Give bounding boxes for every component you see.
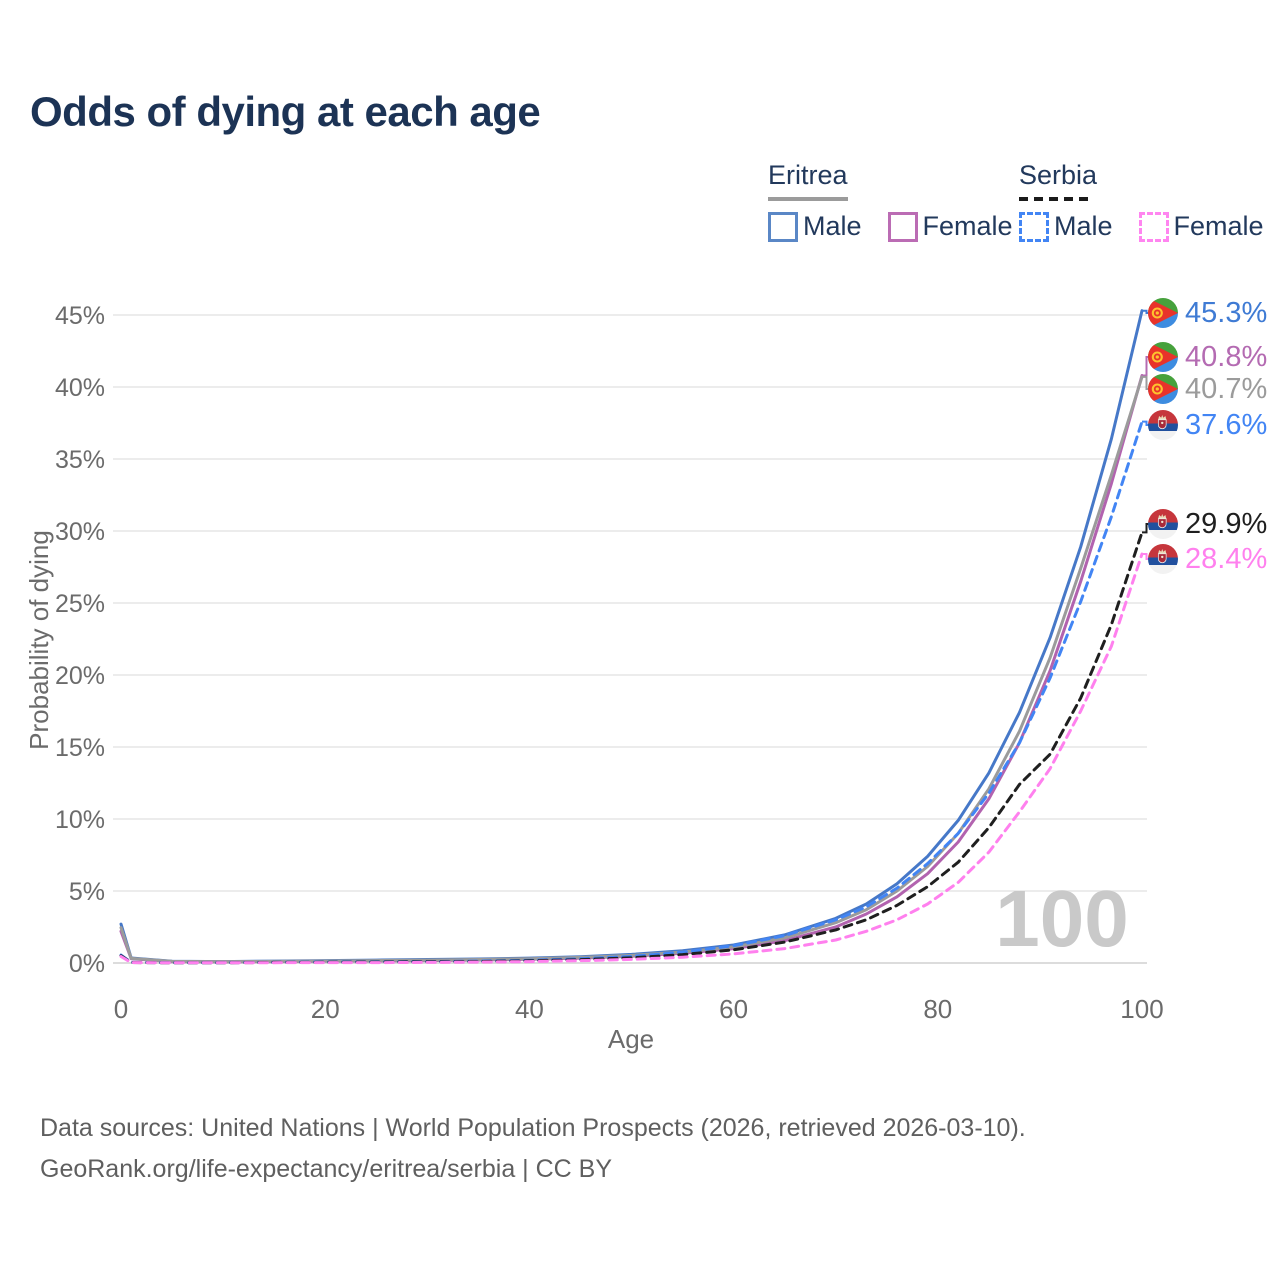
eritrea-flag-icon xyxy=(1148,342,1178,372)
end-label-value: 37.6% xyxy=(1185,408,1268,441)
serbia-female-swatch-icon xyxy=(1138,211,1169,242)
legend-item-serbia-male[interactable]: Male xyxy=(1019,211,1113,242)
end-label-value: 40.7% xyxy=(1185,372,1268,405)
x-tick-label: 60 xyxy=(719,994,748,1024)
end-label-value: 28.4% xyxy=(1185,542,1268,575)
legend-eritrea-label: Eritrea xyxy=(768,160,848,190)
legend-group-eritrea: Eritrea Male Female xyxy=(768,160,1013,242)
end-label-serbia-both-sexes: 29.9% xyxy=(1148,508,1267,540)
legend-serbia-label: Serbia xyxy=(1019,160,1098,190)
end-label-eritrea-female: 40.8% xyxy=(1148,341,1267,373)
page-title: Odds of dying at each age xyxy=(30,88,541,135)
eritrea-flag-icon xyxy=(1148,374,1178,404)
end-label-serbia-female: 28.4% xyxy=(1148,543,1267,575)
end-label-value: 40.8% xyxy=(1185,340,1268,373)
x-tick-label: 80 xyxy=(923,994,952,1024)
legend-group-serbia: Serbia Male Female xyxy=(1019,160,1264,242)
legend-item-eritrea-female[interactable]: Female xyxy=(887,211,1013,242)
serbia-flag-icon xyxy=(1148,509,1178,539)
footer-line-1: Data sources: United Nations | World Pop… xyxy=(40,1114,1026,1142)
legend-item-eritrea-male[interactable]: Male xyxy=(768,211,862,242)
serbia-flag-icon xyxy=(1148,410,1178,440)
y-tick-label: 5% xyxy=(69,878,105,906)
x-axis-title: Age xyxy=(608,1024,654,1054)
x-tick-label: 40 xyxy=(515,994,544,1024)
series-line-serbia-male xyxy=(119,420,1144,965)
legend-item-serbia-female[interactable]: Female xyxy=(1138,211,1264,242)
data-source-footer: Data sources: United Nations | World Pop… xyxy=(40,1108,1026,1190)
series-line-serbia-female xyxy=(119,552,1144,965)
end-label-serbia-male: 37.6% xyxy=(1148,409,1267,441)
y-tick-label: 10% xyxy=(55,806,105,834)
y-tick-label: 40% xyxy=(55,374,105,402)
footer-line-2: GeoRank.org/life-expectancy/eritrea/serb… xyxy=(40,1155,613,1183)
y-axis-title: Probability of dying xyxy=(24,530,54,750)
serbia-male-swatch-icon xyxy=(1019,211,1049,242)
x-tick-label: 20 xyxy=(311,994,340,1024)
series-line-serbia-both xyxy=(119,530,1144,965)
y-tick-label: 45% xyxy=(55,302,105,330)
legend-label: Male xyxy=(1054,211,1113,241)
end-label-value: 45.3% xyxy=(1185,296,1268,329)
eritrea-flag-icon xyxy=(1148,298,1178,328)
legend-label: Male xyxy=(803,211,862,241)
y-tick-label: 35% xyxy=(55,446,105,474)
y-tick-label: 15% xyxy=(55,734,105,762)
y-tick-label: 25% xyxy=(55,590,105,618)
series-line-eritrea-both xyxy=(119,375,1144,964)
end-label-eritrea-male: 45.3% xyxy=(1148,297,1267,329)
legend-eritrea-underline xyxy=(768,197,848,201)
x-tick-label: 100 xyxy=(1120,994,1163,1024)
series-line-eritrea-male xyxy=(119,309,1144,964)
y-tick-label: 30% xyxy=(55,518,105,546)
legend-label: Female xyxy=(1173,211,1264,241)
legend-serbia-underline xyxy=(1019,197,1093,201)
end-label-value: 29.9% xyxy=(1185,507,1268,540)
serbia-flag-icon xyxy=(1148,544,1178,574)
x-tick-label: 0 xyxy=(114,994,128,1024)
eritrea-female-swatch-icon xyxy=(887,211,918,242)
y-tick-label: 0% xyxy=(69,950,105,978)
legend-label: Female xyxy=(922,211,1013,241)
end-label-eritrea-both-sexes: 40.7% xyxy=(1148,373,1267,405)
age-counter-watermark: 100 xyxy=(995,874,1128,963)
y-tick-label: 20% xyxy=(55,662,105,690)
series-line-eritrea-female xyxy=(119,374,1144,964)
eritrea-male-swatch-icon xyxy=(768,211,798,242)
